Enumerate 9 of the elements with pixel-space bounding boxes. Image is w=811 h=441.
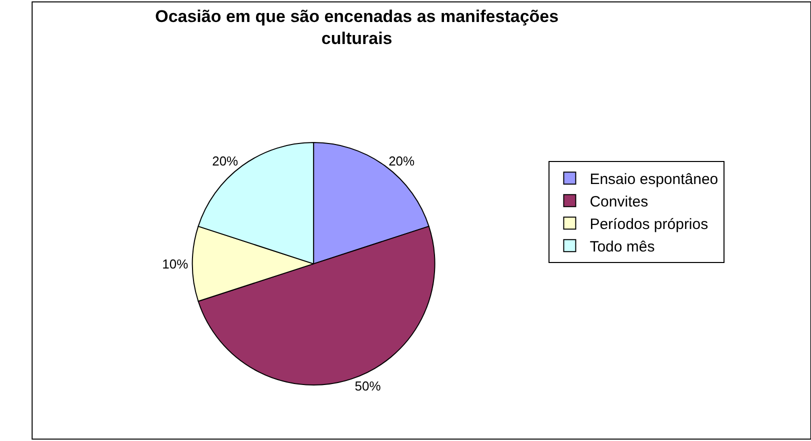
chart-title: Ocasião em que são encenadas as manifestações culturais <box>155 7 559 48</box>
legend-label: Ensaio espontâneo <box>590 170 718 188</box>
legend-label: Períodos próprios <box>590 216 708 233</box>
data-label: 50% <box>354 378 382 394</box>
data-label: 10% <box>162 256 189 272</box>
data-label: 20% <box>388 153 416 168</box>
legend-label: Convites <box>590 193 648 210</box>
legend-label: Todo mês <box>590 238 655 256</box>
data-label: 20% <box>212 153 239 168</box>
